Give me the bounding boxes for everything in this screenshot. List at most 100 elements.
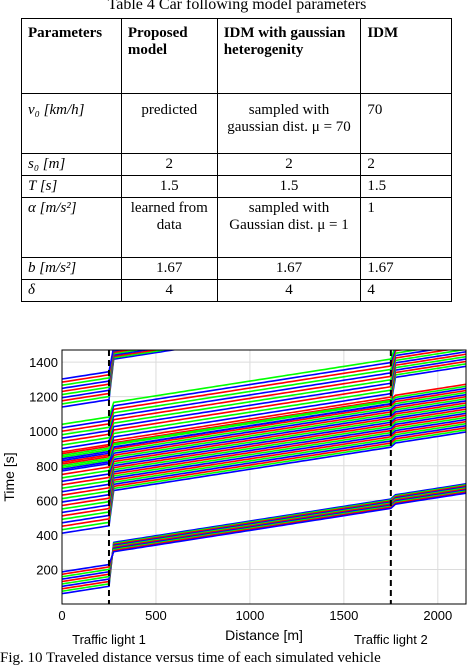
vehicle-trajectory	[62, 487, 466, 585]
header-idm-gaussian: IDM with gaussian heterogenity	[216, 18, 362, 94]
vehicle-trajectory	[62, 365, 466, 470]
table-header-row: Parameters Proposed model IDM with gauss…	[21, 18, 452, 94]
chart-grid	[61, 350, 466, 604]
value-cell: 4	[360, 279, 452, 302]
vehicle-trajectory	[62, 350, 437, 439]
value-cell: predicted	[120, 93, 218, 154]
vehicle-trajectory	[62, 358, 466, 460]
table-row: b [m/s²] 1.67 1.67 1.67	[21, 257, 452, 280]
vehicle-trajectory	[62, 418, 466, 514]
y-axis-label: Time [s]	[1, 452, 17, 501]
vehicle-trajectory	[62, 391, 466, 469]
x-tick-label: 1000	[235, 608, 264, 623]
y-tick-label: 1200	[29, 390, 58, 405]
y-tick-label: 1400	[29, 355, 58, 370]
vehicle-trajectory	[62, 402, 466, 486]
vehicle-trajectory	[62, 406, 466, 493]
vehicle-trajectory	[62, 422, 466, 521]
vehicle-trajectory	[62, 410, 466, 500]
value-cell: 1.67	[360, 257, 452, 280]
param-cell: s₀ [m]	[21, 153, 122, 176]
vehicle-trajectory	[62, 414, 466, 507]
vehicle-trajectory	[62, 350, 421, 436]
vehicle-trajectory	[62, 350, 396, 429]
vehicle-trajectory	[62, 412, 466, 503]
value-cell: 1.67	[216, 257, 362, 280]
vehicle-trajectory	[62, 389, 466, 465]
param-cell: T [s]	[21, 175, 122, 198]
vehicle-trajectory	[62, 420, 466, 517]
header-proposed-model: Proposed model	[120, 18, 218, 94]
vehicle-trajectory	[62, 350, 178, 408]
vehicle-trajectory	[62, 484, 466, 592]
value-cell: 2	[120, 153, 218, 176]
header-idm: IDM	[360, 18, 452, 94]
figure-caption: Fig. 10 Traveled distance versus time of…	[0, 650, 381, 666]
value-cell: 1.5	[216, 175, 362, 198]
vehicle-trajectory	[62, 355, 466, 457]
vehicle-trajectory	[62, 425, 466, 524]
vehicle-trajectory	[62, 350, 395, 426]
vehicle-trajectory	[62, 431, 466, 534]
value-cell: 4	[120, 279, 218, 302]
vehicle-trajectory	[62, 427, 466, 527]
vehicle-trajectory	[62, 489, 466, 580]
vehicle-trajectory	[62, 408, 466, 496]
vehicle-trajectory	[62, 350, 466, 446]
table-caption: Table 4 Car following model parameters	[107, 0, 367, 13]
vehicle-trajectory	[62, 398, 466, 479]
vehicle-trajectory	[62, 488, 466, 583]
vehicle-trajectory	[62, 485, 466, 590]
value-cell: 70	[360, 93, 452, 154]
vehicle-trajectory	[62, 483, 466, 595]
value-cell: 4	[216, 279, 362, 302]
vehicle-trajectory	[62, 491, 466, 576]
traffic-light-1-label: Traffic light 1	[72, 632, 146, 647]
param-cell: v₀ [km/h]	[21, 93, 122, 154]
vehicle-trajectory	[62, 360, 466, 464]
vehicle-trajectory	[62, 350, 161, 402]
trajectories	[62, 350, 466, 595]
value-cell: 1	[360, 197, 452, 258]
vehicle-trajectory	[62, 492, 466, 573]
x-tick-label: 0	[58, 608, 65, 623]
value-cell: 1.5	[360, 175, 452, 198]
param-cell: b [m/s²]	[21, 257, 122, 280]
value-cell: sampled with Gaussian dist. μ = 1	[216, 197, 362, 258]
value-cell: 1.67	[120, 257, 218, 280]
value-cell: 2	[216, 153, 362, 176]
param-cell: α [m/s²]	[21, 197, 122, 258]
vehicle-trajectory	[62, 404, 466, 489]
value-cell: 1.5	[120, 175, 218, 198]
param-cell: δ	[21, 279, 122, 302]
table-row: δ 4 4 4	[21, 279, 452, 302]
table-row: α [m/s²] learned from data sampled with …	[21, 197, 452, 258]
vehicle-trajectory	[62, 353, 466, 453]
y-tick-label: 400	[36, 528, 58, 543]
vehicle-trajectory	[62, 351, 466, 450]
plot-frame	[61, 349, 467, 605]
y-tick-label: 800	[36, 459, 58, 474]
vehicle-trajectory	[62, 363, 466, 467]
axis-ticks: 0 500 1000 1500 2000 200 400 600 800 1000 1200 1400	[29, 355, 452, 623]
vehicle-trajectory	[62, 383, 466, 455]
vehicle-trajectory	[62, 350, 143, 396]
vehicle-trajectory	[62, 486, 466, 588]
x-tick-label: 500	[145, 608, 167, 623]
vehicle-trajectory	[62, 385, 466, 458]
traffic-light-lines	[107, 350, 392, 604]
x-tick-label: 1500	[329, 608, 358, 623]
vehicle-trajectory	[62, 429, 466, 531]
x-tick-label: 2000	[423, 608, 452, 623]
vehicle-trajectory	[62, 416, 466, 510]
table-row: T [s] 1.5 1.5 1.5	[21, 175, 452, 198]
vehicle-trajectory	[62, 490, 466, 578]
table-row: s₀ [m] 2 2 2	[21, 153, 452, 176]
vehicle-trajectory	[62, 395, 466, 476]
vehicle-trajectory	[62, 350, 452, 443]
vehicle-trajectory	[62, 350, 152, 399]
vehicle-trajectory	[62, 350, 169, 405]
trajectory-chart: 0 500 1000 1500 2000 200 400 600 800 1000 1200 1400…	[1, 349, 467, 647]
header-parameters: Parameters	[21, 18, 122, 94]
y-tick-label: 1000	[29, 424, 58, 439]
